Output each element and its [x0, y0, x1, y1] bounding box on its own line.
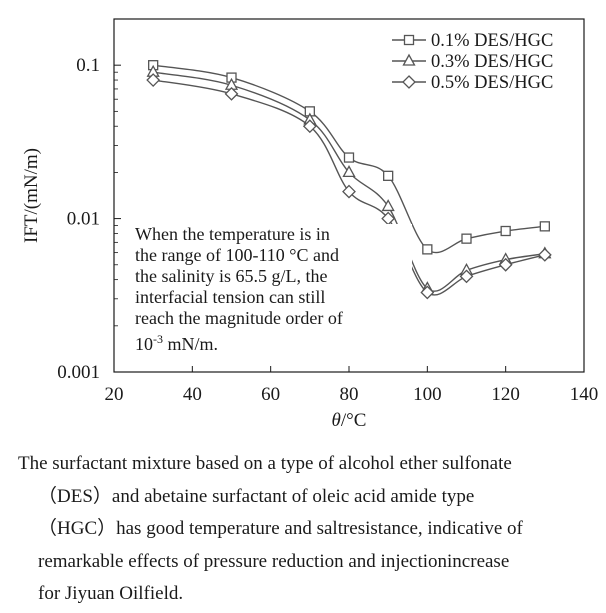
chart-canvas: 20 40 60 80 100 120 140 0.001 0.01 0.1 θ/°C IFT/(mN… — [21, 18, 599, 431]
data-point-diamond — [342, 184, 356, 199]
x-axis-label: θ/°C — [332, 410, 367, 431]
data-point-triangle — [381, 199, 395, 212]
data-point-square — [461, 233, 472, 244]
y-tick-label: 0.01 — [67, 209, 100, 230]
x-tick-label: 80 — [340, 384, 359, 405]
chart-annotation: When the temperature is in the range of … — [133, 224, 412, 355]
legend-marker-triangle — [402, 53, 416, 66]
caption-line: （HGC）has good temperature and saltresist… — [38, 518, 523, 539]
data-point-square — [422, 244, 433, 255]
annotation-unit-exponent: -3 — [153, 332, 163, 346]
caption-line: The surfactant mixture based on a type o… — [18, 453, 512, 474]
x-tick-label: 100 — [413, 384, 442, 405]
x-tick-label: 40 — [183, 384, 202, 405]
annotation-unit-base: 10 — [135, 334, 153, 354]
caption-line: remarkable effects of pressure reduction… — [38, 550, 510, 572]
y-tick-label: 0.001 — [57, 362, 100, 383]
y-tick-label: 0.1 — [76, 55, 100, 76]
annotation-line: interfacial tension can still — [135, 287, 326, 307]
annotation-line: the salinity is 65.5 g/L, the — [135, 266, 328, 286]
data-point-triangle — [342, 165, 356, 178]
x-tick-label: 120 — [491, 384, 520, 405]
x-tick-label: 20 — [105, 384, 124, 405]
legend-label: 0.5% DES/HGC — [431, 73, 553, 93]
annotation-line: the range of 100-110 °C and — [135, 245, 339, 265]
x-tick-label: 140 — [570, 384, 599, 405]
data-point-diamond — [537, 247, 552, 262]
data-point-square — [539, 221, 550, 232]
legend-label: 0.1% DES/HGC — [431, 31, 553, 51]
data-point-diamond — [224, 86, 239, 101]
data-point-square — [383, 170, 394, 181]
caption-line: （DES）and abetaine surfactant of oleic ac… — [38, 485, 475, 507]
caption-line: for Jiyuan Oilfield. — [38, 583, 184, 604]
data-point-diamond — [498, 257, 513, 272]
x-axis-label-unit: /°C — [341, 410, 367, 431]
annotation-line: reach the magnitude order of — [135, 308, 343, 328]
data-point-diamond — [420, 285, 435, 300]
y-axis-label: IFT/(mN/m) — [21, 148, 42, 243]
x-axis-label-symbol: θ — [332, 410, 341, 431]
figure-caption: The surfactant mixture based on a type o… — [18, 448, 593, 611]
data-point-diamond — [146, 73, 161, 87]
data-point-square — [343, 152, 355, 163]
data-point-diamond — [302, 119, 317, 134]
annotation-line: When the temperature is in — [135, 224, 330, 244]
data-point-square — [500, 225, 511, 237]
ift-chart: 20 40 60 80 100 120 140 0.001 0.01 0.1 θ/°C IFT/(mN… — [21, 18, 599, 431]
legend-marker-diamond — [402, 75, 416, 89]
annotation-line-unit: 10-3 mN/m. — [135, 329, 410, 355]
legend-label: 0.3% DES/HGC — [431, 52, 553, 72]
data-point-diamond — [459, 269, 474, 284]
annotation-unit-rest: mN/m. — [163, 334, 219, 354]
x-tick-label: 60 — [261, 384, 280, 405]
legend-marker-square — [403, 34, 415, 46]
